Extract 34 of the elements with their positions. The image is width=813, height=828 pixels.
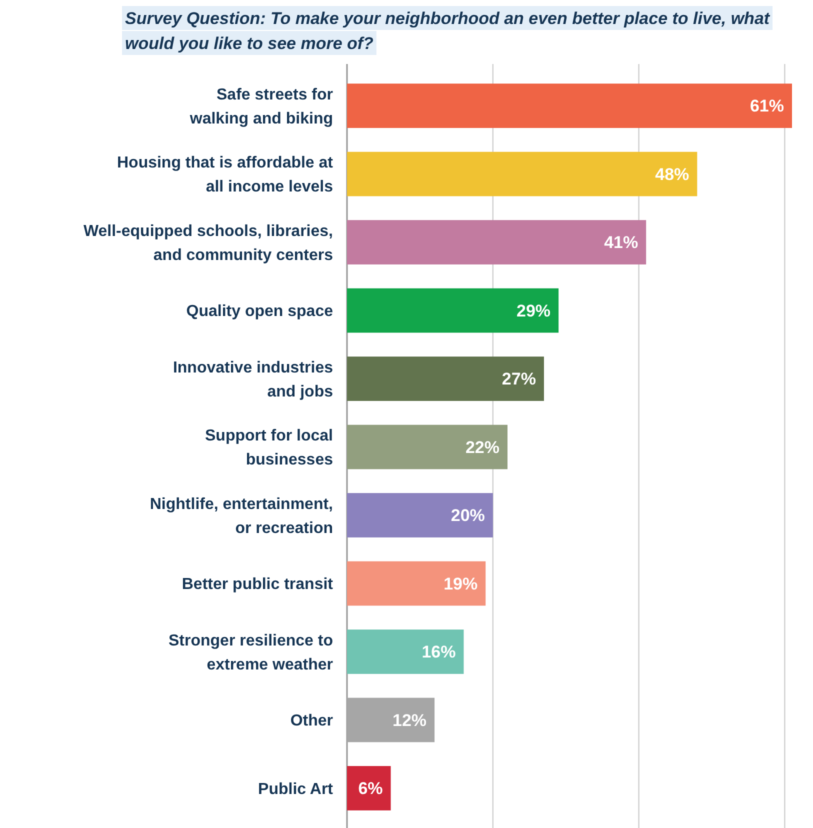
y-tick-label: Safe streets for walking and biking	[188, 86, 333, 128]
data-label: 48%	[655, 164, 690, 184]
data-label: 29%	[516, 301, 551, 320]
bar	[347, 698, 435, 742]
bar	[347, 288, 559, 333]
data-label: 19%	[444, 574, 478, 594]
y-tick-label: Public Art	[258, 780, 334, 798]
data-label: 6%	[358, 779, 383, 798]
chart-title: Survey Question: To make your neighborhood an even better place to live, what would you like to see more of?	[125, 9, 771, 53]
bar	[347, 630, 464, 674]
y-tick-label: Innovative industries and jobs	[172, 359, 334, 400]
data-label: 41%	[604, 233, 638, 252]
data-label: 20%	[450, 506, 485, 526]
bar	[347, 424, 508, 470]
y-tick-label: Housing that is affordable at all income levels	[116, 154, 334, 196]
y-tick-label: Other	[290, 712, 333, 730]
y-tick-label: Quality open space	[186, 303, 334, 320]
y-tick-label: Well-equipped schools, libraries, and community centers	[83, 222, 334, 264]
y-tick-label: Support for local businesses	[205, 428, 334, 469]
bar	[347, 84, 792, 128]
y-tick-label: Better public transit	[182, 576, 334, 594]
bar	[347, 152, 698, 196]
bar	[347, 220, 646, 264]
data-label: 27%	[502, 370, 536, 389]
data-label: 22%	[465, 438, 500, 457]
bar	[347, 493, 493, 538]
bar	[347, 561, 486, 606]
y-tick-label: Nightlife, entertainment, or recreation	[150, 496, 333, 537]
data-label: 16%	[422, 642, 456, 662]
y-tick-label: Stronger resilience to extreme weather	[168, 632, 334, 674]
bar	[347, 356, 544, 401]
data-label: 61%	[750, 96, 784, 116]
data-label: 12%	[392, 710, 427, 730]
bar	[347, 766, 391, 810]
